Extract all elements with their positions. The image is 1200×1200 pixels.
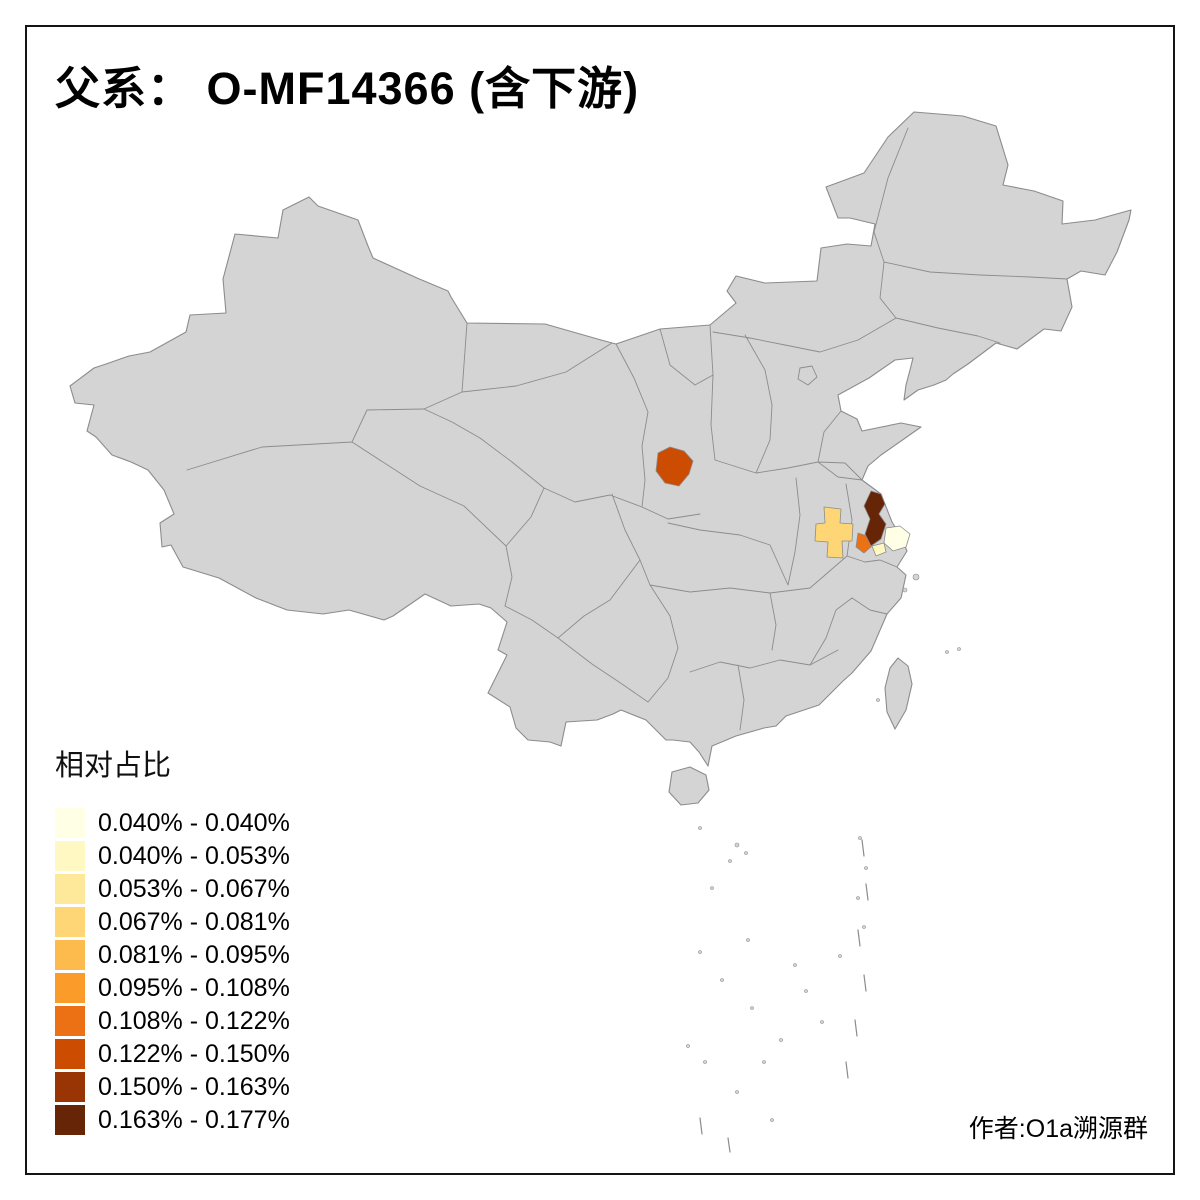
- choropleth-region-cream: [871, 542, 887, 557]
- province-borders: [186, 127, 1068, 731]
- legend-swatch: [55, 940, 85, 970]
- choropleth-region-shaanxi: [655, 446, 694, 487]
- choropleth-region-central-jiangsu: [863, 490, 887, 547]
- legend-swatch: [55, 1006, 85, 1036]
- legend-row: 0.150% - 0.163%: [55, 1072, 290, 1102]
- legend-row: 0.067% - 0.081%: [55, 907, 290, 937]
- legend-row: 0.108% - 0.122%: [55, 1006, 290, 1036]
- author-credit: 作者:O1a溯源群: [968, 1115, 1148, 1143]
- legend-label: 0.163% - 0.177%: [98, 1105, 290, 1134]
- legend-label: 0.081% - 0.095%: [98, 940, 290, 969]
- highlight-regions: [655, 446, 911, 559]
- china-mainland-shape: [69, 111, 1132, 767]
- legend-swatch: [55, 808, 85, 838]
- legend-swatch: [55, 907, 85, 937]
- taiwan-island: [884, 657, 913, 730]
- page-title: 父系： O-MF14366 (含下游): [55, 63, 640, 114]
- legend-row: 0.040% - 0.040%: [55, 808, 290, 838]
- legend-swatch: [55, 1105, 85, 1135]
- legend-rows: 0.040% - 0.040% 0.040% - 0.053% 0.053% - 0…: [55, 808, 290, 1135]
- legend-label: 0.067% - 0.081%: [98, 907, 290, 936]
- legend-label: 0.040% - 0.040%: [98, 808, 290, 837]
- legend-label: 0.095% - 0.108%: [98, 973, 290, 1002]
- legend-swatch: [55, 973, 85, 1003]
- legend-label: 0.122% - 0.150%: [98, 1039, 290, 1068]
- legend-label: 0.108% - 0.122%: [98, 1006, 290, 1035]
- sea-dash-marks: [699, 839, 869, 1153]
- legend-title: 相对占比: [55, 750, 172, 782]
- choropleth-region-anhui: [814, 506, 854, 559]
- legend-swatch: [55, 874, 85, 904]
- legend-row: 0.122% - 0.150%: [55, 1039, 290, 1069]
- legend-row: 0.095% - 0.108%: [55, 973, 290, 1003]
- legend-label: 0.040% - 0.053%: [98, 841, 290, 870]
- sea-islands: [686, 573, 961, 1122]
- legend-label: 0.053% - 0.067%: [98, 874, 290, 903]
- legend-swatch: [55, 1072, 85, 1102]
- legend-label: 0.150% - 0.163%: [98, 1072, 290, 1101]
- hainan-island: [668, 766, 710, 806]
- legend-swatch: [55, 1039, 85, 1069]
- legend-row: 0.081% - 0.095%: [55, 940, 290, 970]
- legend: 相对占比 0.040% - 0.040% 0.040% - 0.053% 0.053…: [55, 742, 290, 1138]
- legend-swatch: [55, 841, 85, 871]
- legend-row: 0.053% - 0.067%: [55, 874, 290, 904]
- legend-row: 0.040% - 0.053%: [55, 841, 290, 871]
- province-boundary-lines: [186, 127, 1068, 731]
- mainland: [69, 111, 1132, 767]
- legend-row: 0.163% - 0.177%: [55, 1105, 290, 1135]
- islands: [668, 573, 961, 1153]
